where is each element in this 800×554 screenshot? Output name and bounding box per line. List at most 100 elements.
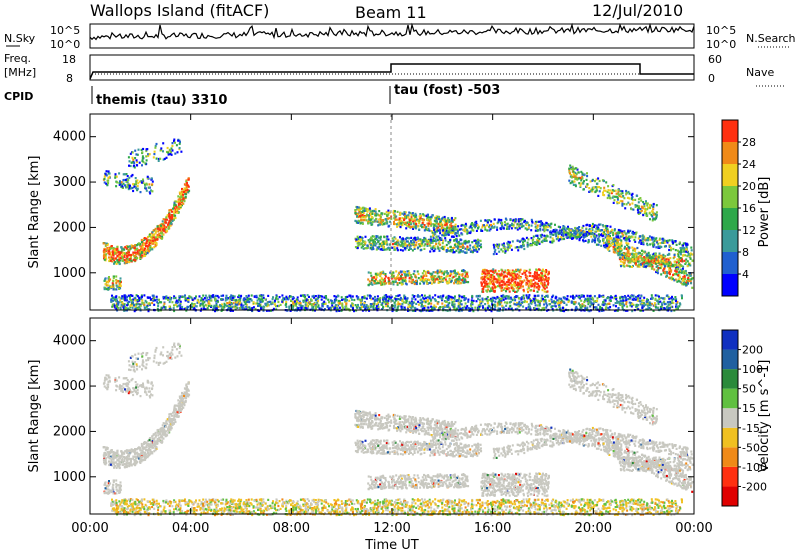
power-cell: [489, 288, 492, 291]
power-cell: [116, 247, 119, 250]
power-cell: [137, 148, 140, 151]
power-cell: [366, 294, 369, 297]
power-cell: [399, 248, 402, 252]
power-cell: [359, 307, 362, 310]
power-cell: [327, 307, 330, 310]
power-cell: [371, 235, 374, 238]
power-cell: [423, 294, 426, 297]
power-cell: [111, 285, 114, 288]
power-cell: [504, 223, 507, 227]
power-cell: [490, 226, 493, 229]
power-cell: [427, 306, 430, 309]
power-cell: [364, 216, 367, 219]
power-cell: [134, 244, 137, 247]
power-cell: [323, 296, 326, 299]
power-cell: [160, 306, 163, 309]
power-cell: [397, 301, 400, 304]
power-cell: [433, 280, 436, 283]
freq-panel-frame: [89, 54, 695, 81]
power-cell: [483, 275, 486, 278]
power-cell: [447, 217, 450, 220]
power-cell: [246, 306, 249, 309]
power-cell: [492, 275, 494, 278]
power-cell: [379, 236, 382, 239]
power-cell: [120, 181, 123, 184]
power-cell: [197, 301, 200, 304]
power-cell: [438, 240, 441, 243]
power-cell: [379, 216, 382, 219]
power-cell: [447, 233, 450, 236]
power-cell: [616, 301, 619, 304]
power-cell: [268, 309, 271, 312]
power-cell: [466, 245, 469, 248]
power-cell: [496, 304, 499, 307]
power-cell: [313, 296, 316, 299]
power-cell: [503, 271, 506, 274]
power-cell: [491, 226, 494, 229]
power-cell: [223, 303, 226, 306]
power-cell: [379, 272, 382, 275]
power-cell: [141, 295, 143, 298]
power-cell: [600, 295, 603, 298]
power-cell: [150, 178, 153, 181]
power-cell: [588, 297, 591, 300]
power-cell: [439, 269, 442, 272]
power-cell: [203, 307, 205, 310]
power-cell: [498, 275, 501, 278]
power-cell: [432, 233, 435, 236]
power-cell: [457, 299, 460, 302]
power-cell: [635, 295, 637, 299]
power-cell: [564, 230, 567, 233]
power-cell: [355, 305, 358, 308]
power-cell: [151, 231, 154, 234]
power-cell: [464, 275, 467, 278]
power-cell: [604, 299, 607, 302]
power-cell: [155, 242, 158, 245]
power-cell: [375, 282, 378, 285]
power-cell: [525, 223, 528, 227]
power-cell: [513, 282, 516, 285]
power-cell: [446, 221, 449, 224]
power-cell: [636, 299, 639, 302]
power-cell: [344, 298, 347, 301]
power-cell: [575, 294, 578, 297]
power-cell: [371, 220, 374, 224]
power-cell: [388, 243, 391, 246]
power-cell: [305, 298, 308, 301]
power-cell: [456, 299, 459, 302]
power-cell: [430, 282, 433, 285]
power-cell: [575, 307, 578, 310]
power-cell: [448, 226, 451, 229]
power-cell: [162, 228, 165, 231]
power-cell: [404, 216, 407, 219]
power-cell: [132, 183, 135, 186]
power-cell: [317, 299, 319, 303]
power-cell: [622, 303, 625, 306]
power-cell: [600, 306, 603, 310]
power-cell: [485, 289, 488, 292]
power-cell: [494, 270, 497, 273]
power-cell: [519, 218, 522, 221]
power-cell: [173, 210, 176, 213]
power-cell: [540, 271, 543, 274]
power-cell: [631, 302, 634, 305]
power-cell: [153, 241, 156, 244]
power-cell: [507, 278, 510, 281]
power-cell: [514, 219, 516, 222]
power-cell: [408, 244, 411, 247]
power-cell: [176, 151, 179, 154]
power-cell: [652, 309, 655, 312]
power-cell: [426, 240, 429, 244]
power-cell: [185, 180, 188, 183]
power-cell: [464, 278, 467, 281]
power-cell: [120, 297, 123, 300]
power-cell: [154, 146, 157, 149]
power-cell: [356, 297, 359, 300]
power-cell: [128, 300, 130, 303]
power-cell: [532, 289, 535, 292]
power-cell: [498, 309, 501, 312]
power-cell: [549, 303, 552, 306]
power-cell: [400, 270, 403, 273]
power-cell: [359, 238, 362, 241]
